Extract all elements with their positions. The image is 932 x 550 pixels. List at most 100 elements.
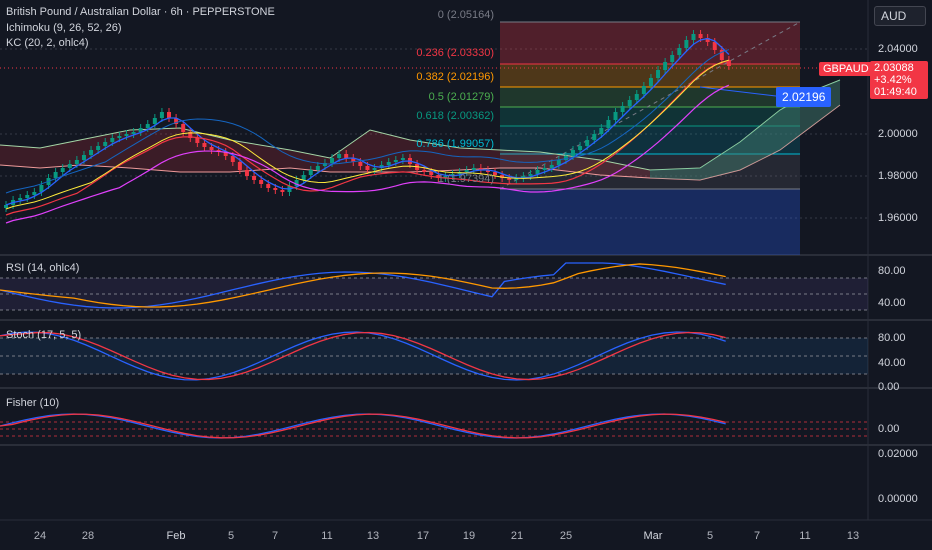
candle-body (719, 50, 724, 60)
candle-body (25, 195, 30, 198)
date-label: 21 (510, 530, 524, 542)
candle-body (422, 170, 427, 172)
candle-body (145, 124, 150, 128)
candle-body (698, 34, 703, 38)
kc-lower (5, 84, 730, 224)
senkou-span-a (0, 79, 841, 171)
last-price-value: 2.03088 (874, 62, 914, 74)
fisher-trigger (0, 413, 726, 439)
currency-button[interactable]: AUD (874, 6, 926, 26)
candle-body (344, 154, 349, 158)
stoch-title[interactable]: Stoch (17, 5, 5) (6, 329, 82, 341)
candle-body (337, 154, 342, 158)
candle-body (18, 198, 23, 200)
last-price-tag: 2.03088 +3.42% 01:49:40 (870, 61, 928, 99)
fib-zone (500, 64, 800, 87)
candle-body (493, 172, 498, 175)
kijun-line (5, 60, 730, 216)
candle-body (252, 176, 257, 180)
candle-body (96, 146, 101, 150)
candle-body (301, 175, 306, 180)
candle-body (379, 165, 384, 168)
symbol-title[interactable]: British Pound / Australian Dollar · 6h ·… (6, 6, 275, 18)
symbol-tag: GBPAUD (819, 62, 873, 76)
candle-body (535, 170, 540, 174)
candle-body (4, 205, 8, 208)
rsi-title[interactable]: RSI (14, ohlc4) (6, 262, 80, 274)
date-label: 24 (33, 530, 47, 542)
candle-body (152, 118, 157, 124)
candle-body (450, 174, 455, 176)
kc-basis (5, 59, 730, 210)
candle-body (563, 156, 568, 160)
candle-body (471, 168, 476, 170)
candle-body (330, 158, 335, 163)
candle-body (280, 190, 285, 192)
candle-body (103, 142, 108, 146)
candle-body (167, 112, 172, 118)
candle-body (620, 106, 625, 112)
candle-body (67, 164, 72, 168)
candle-body (308, 170, 313, 175)
fib-label-1: 1 (1.97394) (437, 173, 494, 185)
candle-body (89, 150, 94, 155)
candle-body (131, 132, 136, 134)
rsi-ma (0, 263, 726, 308)
candle-body (578, 146, 583, 150)
price-tick: 1.98000 (878, 170, 918, 182)
candle-body (202, 143, 207, 147)
target-connector (699, 86, 777, 97)
candle-body (677, 48, 682, 55)
date-label: 7 (753, 530, 761, 542)
target-price-tag[interactable]: 2.02196 (776, 87, 832, 107)
candle-body (174, 118, 179, 124)
candle-body (613, 112, 618, 120)
stoch-tick: 80.00 (878, 332, 906, 344)
ichimoku-cloud (0, 80, 840, 180)
candle-body (656, 70, 661, 78)
candle-body (485, 170, 490, 172)
fib-label-0: 0 (2.05164) (437, 9, 494, 21)
candle-body (244, 170, 249, 176)
candle-body (124, 134, 129, 136)
candle-body (223, 152, 228, 156)
fib-zone (500, 22, 800, 64)
candle-body (188, 132, 193, 138)
candle-body (663, 62, 668, 70)
candle-body (528, 174, 533, 176)
ichimoku-label[interactable]: Ichimoku (9, 26, 52, 26) (6, 22, 122, 34)
candle-body (393, 160, 398, 162)
candle-body (39, 185, 44, 192)
date-label: 11 (321, 530, 333, 542)
price-tick: 2.04000 (878, 43, 918, 55)
candle-body (592, 134, 597, 140)
fisher-title[interactable]: Fisher (10) (6, 397, 60, 409)
candle-body (712, 42, 717, 50)
candle-body (315, 166, 320, 170)
candle-body (209, 147, 214, 150)
candle-body (726, 60, 731, 66)
price-tick: 1.96000 (878, 212, 918, 224)
candle-body (521, 176, 526, 178)
candle-body (549, 165, 554, 168)
date-label: 17 (416, 530, 430, 542)
candle-body (386, 162, 391, 165)
candle-body (443, 176, 448, 178)
candle-body (81, 155, 86, 160)
candle-body (372, 168, 377, 170)
date-label: 7 (271, 530, 279, 542)
candle-body (478, 168, 483, 170)
candle-body (429, 172, 434, 175)
candle-body (556, 160, 561, 165)
candle-body (237, 162, 242, 170)
candle-body (684, 40, 689, 48)
candle-body (110, 138, 115, 142)
fib-label-0786: 0.786 (1.99057) (416, 138, 494, 150)
fib-zone (500, 87, 800, 107)
candle-body (705, 38, 710, 42)
volume-tick: 0.02000 (878, 448, 918, 460)
kc-label[interactable]: KC (20, 2, ohlc4) (6, 37, 89, 49)
rsi-tick: 40.00 (878, 297, 906, 309)
candle-body (358, 162, 363, 166)
